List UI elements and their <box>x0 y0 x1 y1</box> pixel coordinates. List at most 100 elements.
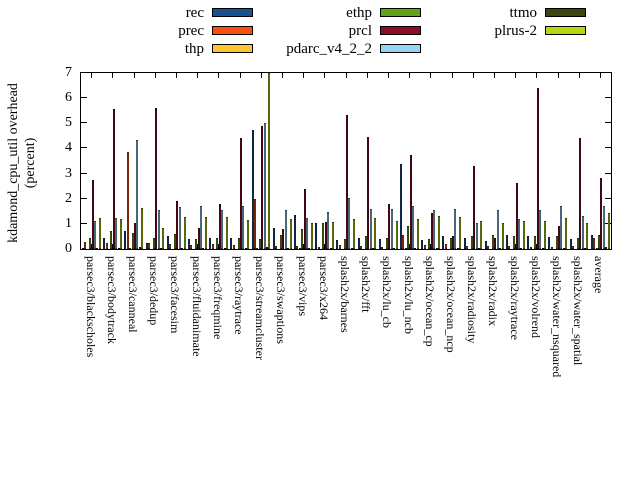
bar-prec <box>105 242 108 249</box>
bar-rec <box>442 236 445 249</box>
y-tick-label-0: 0 <box>65 241 72 256</box>
bar-pdarc_v4_2_2 <box>200 206 202 249</box>
bar-rec <box>400 163 402 249</box>
x-tick-label-splash2x-radiosity: splash2x/radiosity <box>465 256 480 344</box>
bar-ttmo <box>223 247 226 249</box>
bar-plrus-2 <box>204 217 207 249</box>
bar-rec <box>188 238 190 249</box>
bar-plrus-2 <box>310 222 313 249</box>
bar-ttmo <box>138 246 141 249</box>
x-tick-mark <box>451 73 453 78</box>
bar-rec <box>378 239 381 249</box>
bar-pdarc_v4_2_2 <box>496 210 499 249</box>
bar-rec <box>209 238 212 249</box>
bar-thp <box>553 248 556 249</box>
bar-plrus-2 <box>183 216 186 249</box>
bar-prec <box>444 243 447 249</box>
x-tick-label-parsec3-facesim: parsec3/facesim <box>168 256 183 334</box>
bar-rec <box>230 238 233 249</box>
x-tick-mark <box>578 73 580 78</box>
bar-rec <box>590 234 593 249</box>
bar-pdarc_v4_2_2 <box>263 122 266 249</box>
x-tick-label-parsec3-canneal: parsec3/canneal <box>126 256 140 333</box>
bar-rec <box>463 237 466 249</box>
bar-prcl <box>515 183 518 249</box>
bar-ttmo <box>350 247 353 249</box>
y-tick-mark <box>605 97 611 99</box>
bar-prec <box>529 246 532 249</box>
bar-prec <box>275 246 278 249</box>
bar-ethp <box>89 237 92 249</box>
bar-ethp <box>449 237 452 249</box>
x-tick-mark <box>536 73 538 78</box>
x-tick-label-parsec3-x264: parsec3/x264 <box>316 256 331 320</box>
y-tick-mark <box>81 122 87 124</box>
bar-prcl <box>112 109 115 249</box>
x-tick-mark <box>324 73 326 78</box>
bar-plrus-2 <box>438 216 440 249</box>
bar-rec <box>421 239 424 249</box>
bar-rec <box>251 129 254 249</box>
bar-rec <box>166 236 169 249</box>
bar-prcl <box>452 236 454 249</box>
bar-pdarc_v4_2_2 <box>221 209 224 249</box>
bar-pdarc_v4_2_2 <box>115 218 118 249</box>
bar-ethp <box>364 236 367 249</box>
bar-thp <box>426 248 428 249</box>
bar-ethp <box>258 239 261 249</box>
bar-prcl <box>324 221 327 249</box>
legend-swatch-pdarc_v4_2_2 <box>380 44 421 53</box>
bar-pdarc_v4_2_2 <box>475 222 478 249</box>
bar-prec <box>593 238 596 249</box>
x-tick-label-splash2x-lu-ncb: splash2x/lu_ncb <box>401 256 416 334</box>
x-tick-label-parsec3-fluidanimate: parsec3/fluidanimate <box>189 256 204 357</box>
bar-prcl <box>134 222 136 249</box>
bar-pdarc_v4_2_2 <box>454 208 457 249</box>
x-tick-mark <box>303 73 305 78</box>
bar-thp <box>129 247 132 249</box>
bar-pdarc_v4_2_2 <box>94 221 96 249</box>
bar-thp <box>320 248 322 249</box>
legend-label-thp: thp <box>184 41 204 57</box>
x-tick-mark <box>91 73 93 78</box>
x-tick-mark <box>218 73 220 78</box>
y-tick-mark <box>81 97 87 99</box>
x-tick-label-average: average <box>592 256 607 294</box>
bar-plrus-2 <box>522 221 525 249</box>
bar-prec <box>169 243 172 249</box>
bar-plrus-2 <box>289 219 292 249</box>
bar-pdarc_v4_2_2 <box>348 197 351 249</box>
x-tick-mark <box>239 73 241 78</box>
bar-pdarc_v4_2_2 <box>157 209 160 249</box>
x-tick-label-splash2x-barnes: splash2x/barnes <box>338 256 352 333</box>
bar-plrus-2 <box>544 220 546 249</box>
x-tick-label-splash2x-raytrace: splash2x/raytrace <box>507 256 522 340</box>
bar-prcl <box>240 138 242 249</box>
bar-rec <box>124 231 127 249</box>
bar-plrus-2 <box>586 222 589 249</box>
bar-prcl <box>176 200 179 249</box>
bar-plrus-2 <box>480 220 483 249</box>
bar-pdarc_v4_2_2 <box>412 206 414 249</box>
x-tick-mark <box>197 73 199 78</box>
bar-prcl <box>388 203 391 249</box>
bar-prcl <box>155 107 158 249</box>
x-tick-label-splash2x-radix: splash2x/radix <box>486 256 501 326</box>
bar-prcl <box>409 155 412 249</box>
bar-rec <box>272 227 275 249</box>
bar-plrus-2 <box>353 219 356 249</box>
bar-ttmo <box>584 247 586 249</box>
bar-ethp <box>216 238 219 249</box>
bar-ttmo <box>181 247 184 249</box>
x-tick-mark <box>260 73 262 78</box>
bar-pdarc_v4_2_2 <box>602 205 605 249</box>
bar-prec <box>466 246 468 249</box>
bar-rec <box>145 242 148 249</box>
bar-thp <box>362 248 365 249</box>
x-tick-label-parsec3-raytrace: parsec3/raytrace <box>232 256 246 335</box>
bar-rec <box>548 236 551 249</box>
bar-pdarc_v4_2_2 <box>178 206 181 249</box>
x-tick-mark <box>175 73 177 78</box>
bar-prec <box>296 246 299 249</box>
